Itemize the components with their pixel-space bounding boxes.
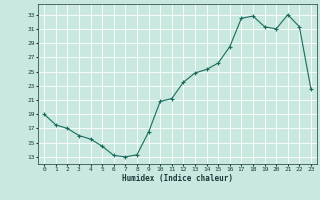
X-axis label: Humidex (Indice chaleur): Humidex (Indice chaleur) [122, 174, 233, 183]
